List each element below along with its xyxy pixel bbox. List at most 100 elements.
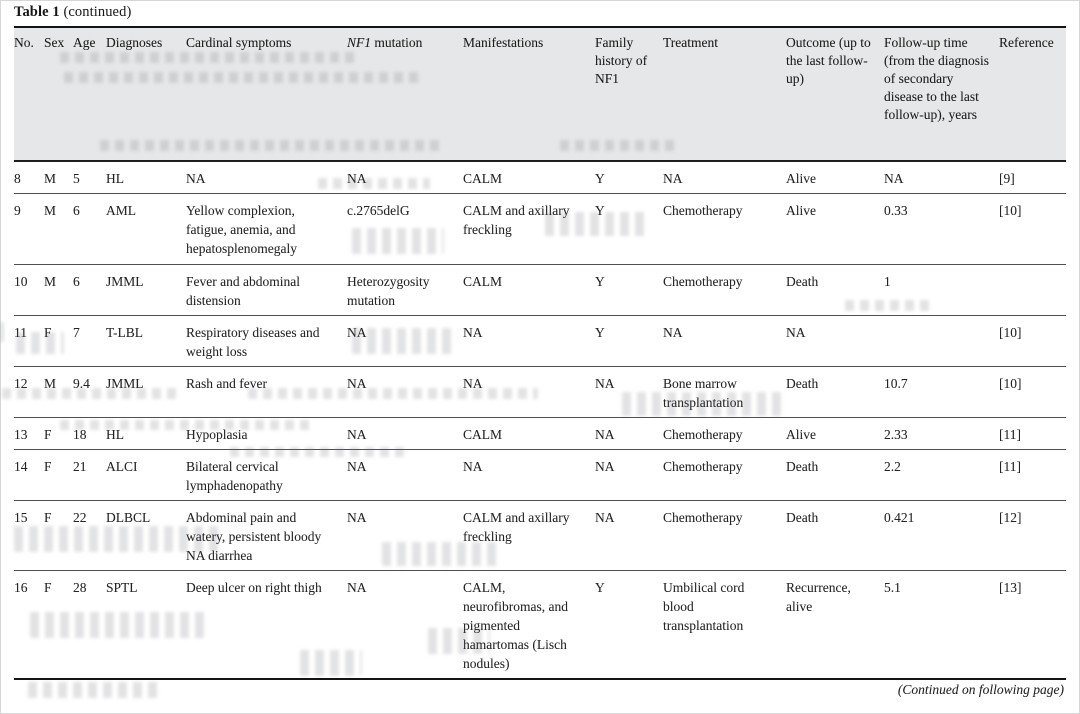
table-row: 8 M 5 HL NA NA CALM Y NA Alive NA [9] <box>14 161 1066 194</box>
cell-treatment: Chemotherapy <box>663 193 786 265</box>
cell-family-history: NA <box>595 500 663 571</box>
header-row: No. Sex Age Diagnoses Cardinal symptoms … <box>14 27 1066 162</box>
continuation-note: (Continued on following page) <box>897 682 1064 697</box>
table-title-number: Table 1 <box>14 4 60 20</box>
cell-outcome: Death <box>786 449 884 501</box>
cell-manifestations: CALM, neurofibromas, and pigmented hamar… <box>463 570 595 679</box>
cell-family-history: Y <box>595 315 663 367</box>
table-row: 16 F 28 SPTL Deep ulcer on right thigh N… <box>14 570 1066 679</box>
cell-mutation: NA <box>347 417 463 450</box>
cell-symptoms: Abdominal pain and watery, persistent bl… <box>186 500 347 571</box>
cell-mutation: NA <box>347 366 463 418</box>
cell-outcome: NA <box>786 315 884 367</box>
col-header-cardinal-symptoms: Cardinal symptoms <box>186 27 347 162</box>
cell-manifestations: CALM and axillary freckling <box>463 193 595 265</box>
cell-no: 14 <box>14 449 44 501</box>
table-row: 11 F 7 T-LBL Respiratory diseases and we… <box>14 315 1066 367</box>
cell-reference: [10] <box>999 315 1066 367</box>
cell-followup-time: 5.1 <box>884 570 999 679</box>
cell-treatment: NA <box>663 171 683 186</box>
nf1-gene-italic: NF1 <box>347 35 372 50</box>
cell-reference: [11] <box>999 449 1066 501</box>
cell-no: 13 <box>14 417 44 450</box>
cell-sex: M <box>44 171 57 186</box>
cell-family-history: NA <box>595 449 663 501</box>
cell-diagnoses: HL <box>106 171 124 186</box>
cell-sex: F <box>44 449 73 501</box>
cell-age: 22 <box>73 500 106 571</box>
cell-no: 16 <box>14 570 44 679</box>
cell-family-history: Y <box>595 193 663 265</box>
col-header-followup-time: Follow-up time (from the diagnosis of se… <box>884 27 999 162</box>
cell-sex: M <box>44 193 73 265</box>
cell-treatment: Chemotherapy <box>663 500 786 571</box>
cell-mutation: NA <box>347 449 463 501</box>
col-header-manifestations: Manifestations <box>463 27 595 162</box>
cell-followup-time: 2.2 <box>884 449 999 501</box>
cell-diagnoses: DLBCL <box>106 500 186 571</box>
cell-treatment: Bone marrow transplantation <box>663 366 786 418</box>
cell-manifestations: CALM <box>463 264 595 316</box>
cell-no: 9 <box>14 193 44 265</box>
cell-no: 11 <box>14 315 44 367</box>
col-header-nf1-mutation: NF1 mutation <box>347 27 463 162</box>
cell-reference: [13] <box>999 570 1066 679</box>
cell-mutation: c.2765delG <box>347 193 463 265</box>
cell-outcome: Alive <box>786 193 884 265</box>
cell-outcome: Alive <box>786 417 884 450</box>
cell-manifestations: NA <box>463 449 595 501</box>
cell-reference: [11] <box>999 417 1066 450</box>
cell-sex: F <box>44 417 73 450</box>
cell-followup-time: 1 <box>884 264 999 316</box>
cell-symptoms: Hypoplasia <box>186 417 347 450</box>
cell-family-history: Y <box>595 171 605 186</box>
cell-treatment: Chemotherapy <box>663 417 786 450</box>
cell-no: 10 <box>14 264 44 316</box>
cell-manifestations: NA <box>463 366 595 418</box>
cell-no: 12 <box>14 366 44 418</box>
table-title: Table 1 (continued) <box>14 4 131 21</box>
col-header-diagnoses: Diagnoses <box>106 27 186 162</box>
cell-symptoms: NA <box>186 171 206 186</box>
cell-treatment: NA <box>663 315 786 367</box>
col-header-family-history: Family history of NF1 <box>595 27 663 162</box>
cell-reference <box>999 264 1066 316</box>
cell-followup-time <box>884 315 999 367</box>
cell-family-history: Y <box>595 264 663 316</box>
cell-sex: M <box>44 264 73 316</box>
cell-diagnoses: T-LBL <box>106 315 186 367</box>
cell-diagnoses: SPTL <box>106 570 186 679</box>
cell-family-history: NA <box>595 366 663 418</box>
cell-age: 28 <box>73 570 106 679</box>
cell-diagnoses: JMML <box>106 264 186 316</box>
cell-diagnoses: AML <box>106 193 186 265</box>
col-header-outcome: Outcome (up to the last follow-up) <box>786 27 884 162</box>
cell-treatment: Chemotherapy <box>663 264 786 316</box>
cell-outcome: Death <box>786 500 884 571</box>
cell-reference: [10] <box>999 193 1066 265</box>
table-row: 10 M 6 JMML Fever and abdominal distensi… <box>14 264 1066 316</box>
cell-reference: [9] <box>999 171 1015 186</box>
table-row: 14 F 21 ALCI Bilateral cervical lymphade… <box>14 449 1066 501</box>
cell-no: 8 <box>14 171 21 186</box>
cell-manifestations: CALM <box>463 171 503 186</box>
cell-manifestations: CALM <box>463 417 595 450</box>
cell-diagnoses: JMML <box>106 366 186 418</box>
cell-symptoms: Respiratory diseases and weight loss <box>186 315 347 367</box>
table-row: 15 F 22 DLBCL Abdominal pain and watery,… <box>14 500 1066 571</box>
cell-sex: F <box>44 500 73 571</box>
cell-followup-time: 0.421 <box>884 500 999 571</box>
cell-symptoms: Fever and abdominal distension <box>186 264 347 316</box>
cell-mutation: NA <box>347 500 463 571</box>
cell-age: 5 <box>73 171 80 186</box>
cell-symptoms: Bilateral cervical lymphadenopathy <box>186 449 347 501</box>
col-header-age: Age <box>73 27 106 162</box>
cell-diagnoses: ALCI <box>106 449 186 501</box>
col-header-no: No. <box>14 27 44 162</box>
table-row: 13 F 18 HL Hypoplasia NA CALM NA Chemoth… <box>14 417 1066 450</box>
table-row: 12 M 9.4 JMML Rash and fever NA NA NA Bo… <box>14 366 1066 418</box>
cell-followup-time: 0.33 <box>884 193 999 265</box>
cell-followup-time: NA <box>884 171 904 186</box>
cell-mutation: NA <box>347 570 463 679</box>
bleed-through-artifact <box>28 682 158 698</box>
